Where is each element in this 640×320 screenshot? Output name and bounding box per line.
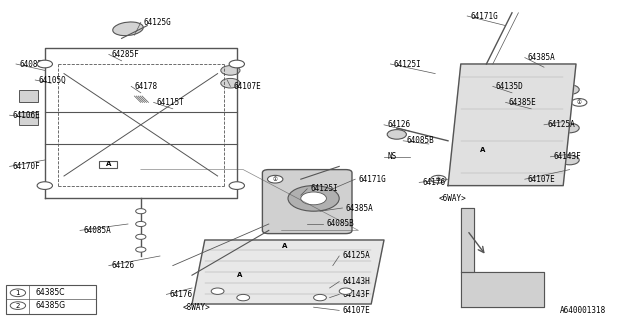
Text: <6WAY>: <6WAY>: [438, 194, 466, 203]
Text: 64126: 64126: [387, 120, 410, 129]
Ellipse shape: [113, 22, 143, 36]
Text: 64125I: 64125I: [310, 184, 338, 193]
Circle shape: [288, 186, 339, 211]
Polygon shape: [461, 272, 544, 307]
Text: 64143H: 64143H: [342, 277, 370, 286]
Circle shape: [211, 288, 224, 294]
Circle shape: [560, 123, 579, 133]
FancyBboxPatch shape: [262, 170, 352, 234]
Polygon shape: [461, 208, 474, 272]
Text: ①: ①: [273, 177, 278, 182]
Circle shape: [560, 85, 579, 94]
Text: NS: NS: [387, 152, 396, 161]
Circle shape: [339, 288, 352, 294]
Bar: [275, 243, 293, 250]
Text: 64125A: 64125A: [342, 252, 370, 260]
Text: 64085D: 64085D: [19, 60, 47, 68]
Text: A: A: [106, 162, 111, 167]
Circle shape: [301, 192, 326, 205]
Text: ②: ②: [436, 177, 441, 182]
Text: 2: 2: [16, 303, 20, 308]
Bar: [19, 112, 38, 125]
Text: 64105Q: 64105Q: [38, 76, 66, 84]
Text: 64143F: 64143F: [342, 290, 370, 299]
Text: 64106E: 64106E: [13, 111, 40, 120]
Text: 64285F: 64285F: [112, 50, 140, 59]
Text: 64171G: 64171G: [470, 12, 498, 20]
Text: 64385E: 64385E: [509, 98, 536, 107]
Text: 64135D: 64135D: [496, 82, 524, 91]
Text: 1: 1: [15, 290, 20, 296]
Text: 64385G: 64385G: [35, 301, 65, 310]
Text: A: A: [480, 148, 485, 153]
Bar: [474, 147, 492, 154]
Text: 64115T: 64115T: [157, 98, 184, 107]
Circle shape: [237, 294, 250, 301]
Text: 64107E: 64107E: [234, 82, 261, 91]
Circle shape: [37, 60, 52, 68]
Circle shape: [572, 99, 587, 106]
Circle shape: [387, 130, 406, 139]
Circle shape: [221, 66, 240, 75]
Circle shape: [221, 78, 240, 88]
Text: 64125G: 64125G: [144, 18, 172, 27]
Bar: [6, 285, 96, 314]
Bar: [99, 161, 117, 168]
Text: 64385C: 64385C: [35, 288, 65, 297]
Text: 64143F: 64143F: [554, 152, 581, 161]
Circle shape: [37, 182, 52, 189]
Polygon shape: [448, 64, 576, 186]
Circle shape: [431, 175, 446, 183]
Text: 64085A: 64085A: [83, 226, 111, 235]
Circle shape: [560, 155, 579, 165]
Bar: [230, 272, 248, 278]
Text: ①: ①: [577, 100, 582, 105]
Text: 64178: 64178: [134, 82, 157, 91]
Text: 64176: 64176: [170, 290, 193, 299]
Text: 64107E: 64107E: [528, 175, 556, 184]
Text: 64107E: 64107E: [342, 306, 370, 315]
Bar: [19, 90, 38, 102]
Text: 64126: 64126: [112, 261, 135, 270]
Text: 64171G: 64171G: [358, 175, 386, 184]
Text: 64085B: 64085B: [326, 220, 354, 228]
Text: 64125A: 64125A: [547, 120, 575, 129]
Text: A: A: [282, 244, 287, 249]
Circle shape: [136, 234, 146, 239]
Circle shape: [268, 175, 283, 183]
Text: A640001318: A640001318: [560, 306, 606, 315]
Text: 64385A: 64385A: [346, 204, 373, 212]
Text: 64125I: 64125I: [394, 60, 421, 68]
Circle shape: [229, 60, 244, 68]
Circle shape: [136, 247, 146, 252]
Polygon shape: [192, 240, 384, 304]
Circle shape: [136, 221, 146, 227]
Text: 64385A: 64385A: [528, 53, 556, 62]
Circle shape: [314, 294, 326, 301]
Text: <8WAY>: <8WAY>: [182, 303, 210, 312]
Text: 64176: 64176: [422, 178, 445, 187]
Circle shape: [229, 182, 244, 189]
Text: 64170F: 64170F: [13, 162, 40, 171]
Text: A: A: [237, 272, 242, 278]
Text: 64085B: 64085B: [406, 136, 434, 145]
Circle shape: [136, 209, 146, 214]
